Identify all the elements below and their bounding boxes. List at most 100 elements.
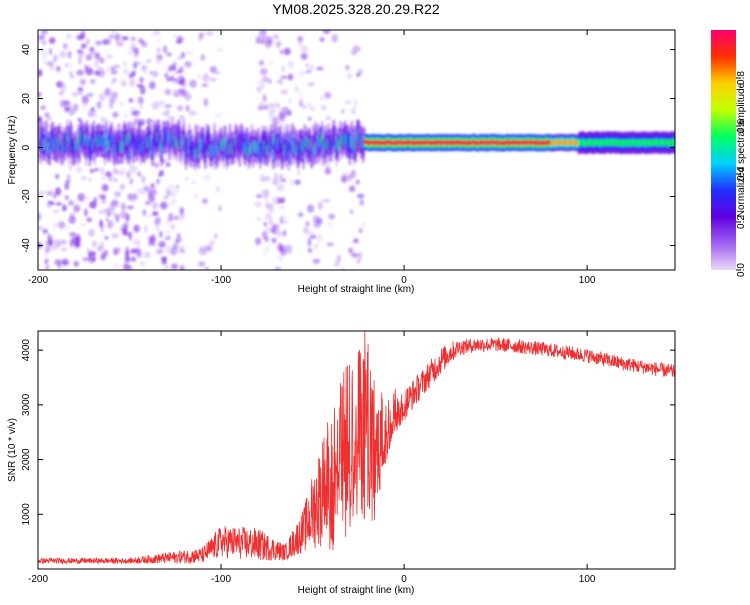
spectrogram-cell bbox=[300, 139, 303, 150]
spectrogram-cell bbox=[164, 104, 172, 108]
spectrogram-cell bbox=[590, 138, 592, 146]
spectrogram-cell bbox=[102, 249, 109, 257]
spectrogram-cell bbox=[163, 45, 168, 54]
spectrogram-cell bbox=[214, 112, 222, 119]
spectrogram-cell bbox=[264, 197, 269, 202]
spectrogram-cell bbox=[113, 168, 119, 175]
spectrogram-cell bbox=[348, 185, 356, 193]
spectrogram-cell bbox=[165, 229, 172, 238]
spectrogram-cell bbox=[330, 140, 332, 151]
snr-y-axis-label: SNR (10 * v/v) bbox=[7, 418, 18, 482]
spectrogram-cell bbox=[536, 140, 538, 146]
spectrogram-cell bbox=[610, 139, 613, 146]
spectrogram-cell bbox=[350, 49, 357, 56]
spectrogram-cell bbox=[614, 139, 616, 147]
spectrogram-cell bbox=[203, 148, 206, 159]
spectrogram-cell bbox=[285, 109, 292, 116]
spectrogram-cell bbox=[237, 137, 240, 148]
spectrogram-cell bbox=[392, 140, 395, 146]
spectrogram-x-axis-label: Height of straight line (km) bbox=[298, 284, 415, 295]
spectrogram-cell bbox=[264, 236, 269, 242]
spectrogram-cell bbox=[269, 228, 277, 233]
spectrogram-cell bbox=[133, 132, 136, 143]
spectrogram-cell bbox=[118, 101, 126, 106]
spectrogram-cell bbox=[77, 135, 80, 146]
spectrogram-cell bbox=[271, 116, 279, 125]
spectrogram-cell bbox=[378, 140, 380, 146]
spectrogram-cell bbox=[262, 94, 267, 103]
spectrogram-cell bbox=[68, 200, 75, 206]
spectrogram-cell bbox=[136, 84, 144, 88]
spectrogram-cell bbox=[110, 30, 117, 35]
spectrogram-cell bbox=[111, 200, 117, 205]
spectrogram-cell bbox=[73, 260, 80, 267]
spectrogram-cell bbox=[452, 140, 455, 146]
spectrogram-cell bbox=[285, 146, 287, 157]
spectrogram-cell bbox=[324, 136, 327, 147]
spectrogram-cell bbox=[168, 116, 176, 120]
spectrogram-cell bbox=[486, 140, 489, 146]
spectrogram-cell bbox=[307, 138, 309, 149]
spectrogram-cell bbox=[273, 173, 279, 180]
spectrogram-cell bbox=[187, 143, 190, 154]
spectrogram-cell bbox=[360, 137, 363, 148]
spectrogram-cell bbox=[662, 139, 665, 146]
spectrogram-cell bbox=[616, 139, 619, 147]
spectrogram-cell bbox=[255, 142, 258, 153]
spectrogram-cell bbox=[158, 240, 166, 249]
spectrogram-cell bbox=[137, 171, 142, 177]
spectrogram-cell bbox=[619, 139, 622, 147]
spectrogram-cell bbox=[109, 202, 115, 212]
spectrogram-cell bbox=[608, 139, 611, 147]
spectrogram-cell bbox=[257, 138, 260, 149]
spectrogram-cell bbox=[264, 246, 270, 251]
spectrogram-cell bbox=[182, 84, 187, 89]
spectrogram-cell bbox=[128, 98, 134, 103]
spectrogram-cell bbox=[337, 140, 340, 151]
spectrogram-cell bbox=[48, 238, 54, 247]
spectrogram-cell bbox=[40, 105, 46, 110]
spectrogram-cell bbox=[597, 139, 600, 146]
spectrogram-cell bbox=[526, 139, 529, 145]
spectrogram-x-ticks: -200 -100 0 100 bbox=[28, 30, 596, 286]
spectrogram-cell bbox=[167, 131, 170, 142]
spectrogram-cell bbox=[401, 140, 403, 146]
spectrogram-cell bbox=[576, 140, 579, 146]
spectrogram-cell bbox=[106, 54, 113, 59]
spectrogram-y-ticks: -40 -20 0 20 40 bbox=[21, 44, 675, 253]
spectrogram-cell bbox=[341, 267, 345, 270]
spectrogram-cell bbox=[403, 140, 406, 146]
spectrogram-cell bbox=[177, 80, 185, 85]
spectrogram-cell bbox=[370, 139, 373, 145]
spectrogram-cell bbox=[298, 98, 304, 108]
spectrogram-cell bbox=[142, 183, 146, 192]
spectrogram-cell bbox=[256, 80, 262, 85]
spectrogram-cell bbox=[68, 108, 75, 116]
spectrogram-cell bbox=[618, 138, 621, 146]
spectrogram-cell bbox=[209, 65, 217, 74]
spectrogram-cell bbox=[620, 139, 623, 147]
spectrogram-cell bbox=[109, 136, 112, 147]
spectrogram-cell bbox=[166, 52, 172, 57]
spectrogram-cell bbox=[492, 139, 494, 145]
spectrogram-cell bbox=[101, 135, 104, 147]
spectrogram-cell bbox=[69, 212, 76, 221]
spectrogram-cell bbox=[531, 139, 534, 145]
spectrogram-cell bbox=[282, 137, 285, 148]
spectrogram-cell bbox=[344, 100, 352, 105]
spectrogram-cell bbox=[146, 137, 149, 148]
spectrogram-cell bbox=[61, 258, 69, 266]
spectrogram-cell bbox=[89, 79, 96, 84]
spectrogram-cell bbox=[198, 147, 200, 158]
spectrogram-cell bbox=[307, 238, 312, 247]
spectrogram-cell bbox=[88, 228, 95, 237]
spectrogram-cell bbox=[185, 104, 190, 112]
spectrogram-cell bbox=[593, 138, 596, 146]
spectrogram-cell bbox=[321, 132, 324, 143]
spectrogram-cell bbox=[92, 131, 95, 142]
spectrogram-cell bbox=[583, 139, 586, 147]
spectrogram-cell bbox=[606, 138, 609, 146]
spectrogram-cell bbox=[75, 233, 81, 237]
spectrogram-cell bbox=[278, 110, 283, 119]
spectrogram-cell bbox=[55, 187, 61, 196]
